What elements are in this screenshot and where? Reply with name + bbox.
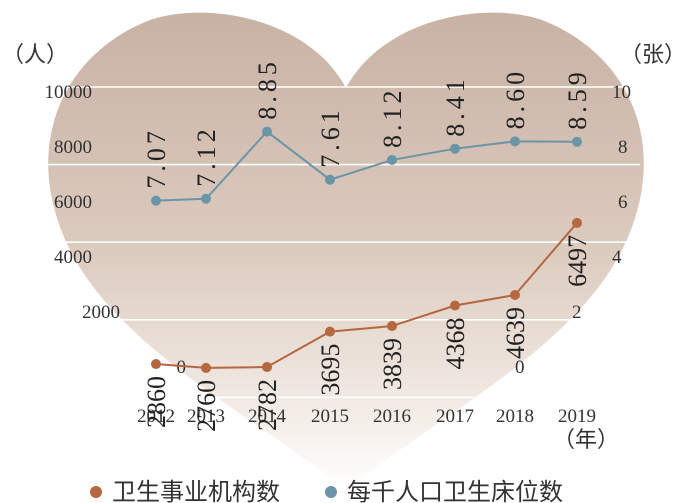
data-label-institutions-2018: 4639 [501, 307, 530, 359]
data-label-institutions-2017: 4368 [441, 318, 470, 370]
x-tick-2016: 2016 [373, 406, 411, 427]
data-labels: 2860 2760 2782 3695 3839 4368 4639 6497 7.07 7.12… [142, 58, 592, 432]
x-tick-2014: 2014 [248, 406, 287, 427]
data-label-beds-2019: 8.59 [563, 68, 592, 130]
right-tick-6: 6 [618, 192, 628, 213]
legend: 卫生事业机构数 每千人口卫生床位数 [90, 478, 563, 503]
data-label-institutions-2015: 3695 [316, 344, 345, 396]
data-label-institutions-2013: 2760 [192, 380, 221, 432]
data-label-beds-2013: 7.12 [192, 125, 221, 187]
point-institutions-2016 [387, 321, 397, 332]
data-label-institutions-2016: 3839 [378, 338, 407, 390]
data-label-beds-2016: 8.12 [378, 86, 407, 148]
heart-background [48, 12, 644, 490]
point-institutions-2015 [325, 326, 335, 337]
left-axis-unit: （人） [2, 43, 68, 68]
legend-marker-beds [325, 486, 337, 498]
series [151, 126, 582, 373]
point-institutions-2014 [262, 362, 272, 373]
series-line-institutions [155, 222, 578, 369]
data-label-institutions-2012: 2860 [142, 376, 171, 428]
data-label-beds-2015: 7.61 [316, 106, 345, 168]
left-tick-0: 0 [177, 357, 187, 378]
point-beds-2018 [510, 136, 520, 147]
left-tick-8000: 8000 [54, 137, 92, 158]
data-label-beds-2018: 8.60 [501, 68, 530, 130]
legend-label-institutions: 卫生事业机构数 [112, 478, 280, 503]
right-tick-10: 10 [612, 82, 631, 103]
x-tick-2012: 2012 [137, 406, 175, 427]
point-institutions-2019 [572, 217, 582, 228]
left-tick-10000: 10000 [45, 82, 93, 103]
point-institutions-2017 [450, 300, 460, 311]
legend-marker-institutions [90, 486, 102, 498]
x-tick-2019: 2019 [558, 406, 596, 427]
point-beds-2015 [325, 174, 335, 185]
right-axis-unit: （张） [620, 43, 686, 68]
left-tick-2000: 2000 [82, 302, 120, 323]
x-tick-2013: 2013 [187, 406, 225, 427]
series-line-beds [155, 130, 578, 202]
right-tick-4: 4 [612, 247, 622, 268]
grid [40, 86, 640, 399]
data-label-institutions-2014: 2782 [253, 379, 282, 431]
right-tick-2: 2 [572, 302, 582, 323]
point-beds-2012 [151, 195, 161, 206]
legend-label-beds: 每千人口卫生床位数 [347, 478, 563, 503]
point-beds-2017 [450, 143, 460, 154]
point-beds-2013 [201, 193, 211, 204]
left-tick-6000: 6000 [54, 192, 92, 213]
data-label-beds-2014: 8.85 [253, 58, 282, 120]
data-label-beds-2017: 8.41 [441, 75, 470, 137]
x-tick-2015: 2015 [311, 406, 349, 427]
data-label-beds-2012: 7.07 [142, 127, 171, 189]
right-tick-0: 0 [515, 357, 525, 378]
point-beds-2014 [262, 126, 272, 137]
right-tick-8: 8 [618, 137, 628, 158]
x-axis-unit: （年） [553, 428, 619, 453]
data-label-institutions-2019: 6497 [563, 235, 592, 287]
point-institutions-2013 [201, 362, 211, 373]
point-beds-2019 [572, 136, 582, 147]
point-beds-2016 [387, 154, 397, 165]
x-tick-2018: 2018 [496, 406, 534, 427]
x-tick-2017: 2017 [436, 406, 474, 427]
point-institutions-2018 [510, 290, 520, 301]
point-institutions-2012 [151, 359, 161, 370]
left-tick-4000: 4000 [54, 247, 92, 268]
